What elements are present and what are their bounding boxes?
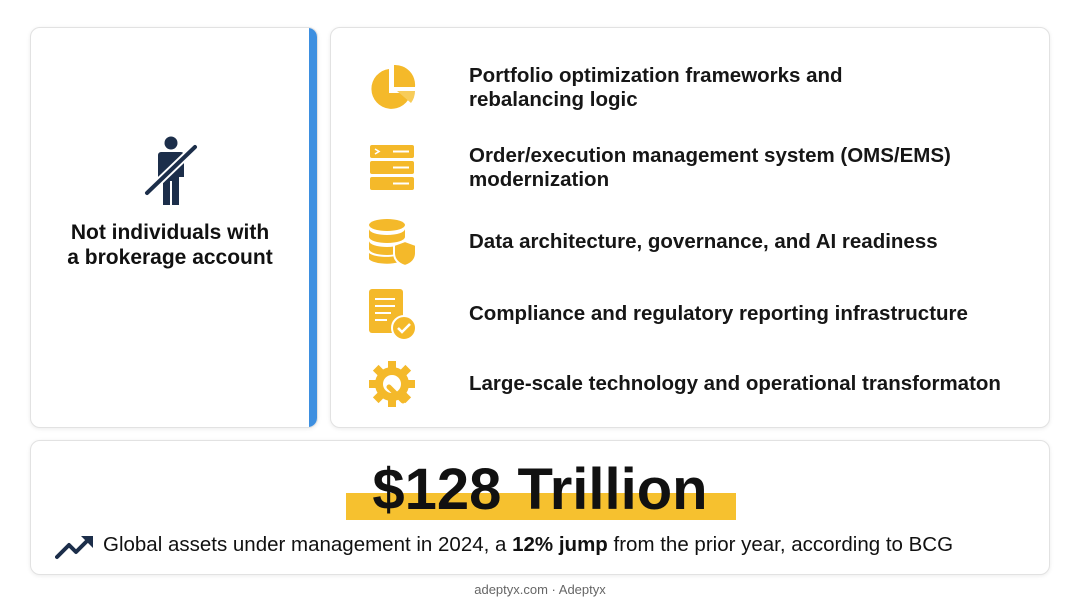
text-line: rebalancing logic [469, 88, 638, 111]
text-line: a brokerage account [67, 246, 273, 269]
capability-item: Portfolio optimization frameworks and re… [367, 60, 1037, 116]
text-line: Large-scale technology and operational t… [469, 372, 1001, 395]
capabilities-card: Portfolio optimization frameworks and re… [330, 27, 1050, 428]
capability-item: Order/execution management system (OMS/E… [367, 140, 1037, 196]
capability-item: Large-scale technology and operational t… [367, 356, 1037, 412]
compliance-icon [369, 289, 417, 341]
text-line: Not individuals with [70, 221, 270, 244]
text-line: Data architecture, governance, and AI re… [469, 230, 938, 253]
capability-item: Compliance and regulatory reporting infr… [367, 286, 1037, 342]
text-line: modernization [469, 168, 610, 191]
text-line: Order/execution management system (OMS/E… [469, 144, 951, 167]
database-icon [369, 219, 417, 267]
highlight [346, 493, 736, 520]
text-line: Compliance and regulatory reporting infr… [469, 302, 968, 325]
server-icon [370, 145, 414, 190]
stat-headline: $128 Trillion [372, 457, 708, 522]
text-line: Portfolio optimization frameworks and [469, 64, 843, 87]
capability-text: Portfolio optimization frameworks and re… [469, 64, 843, 112]
no-person-icon [144, 136, 198, 205]
gear-icon [369, 361, 415, 407]
capability-text: Data architecture, governance, and AI re… [469, 230, 938, 254]
caption-text: Global assets under management in 2024, … [103, 533, 513, 556]
capability-item: Data architecture, governance, and AI re… [367, 214, 1037, 270]
audience-card: Not individuals with a brokerage account [30, 27, 318, 428]
stat-card: $128 Trillion Global assets under manage… [30, 440, 1050, 575]
caption-text: from the prior year, according to BCG [607, 533, 954, 556]
pie-icon [371, 64, 416, 109]
accent-bar [309, 28, 317, 427]
footer: adeptyx.com · Adeptyx [474, 582, 606, 597]
trend-icon [55, 536, 93, 559]
capability-text: Large-scale technology and operational t… [469, 372, 1001, 396]
stat-caption: Global assets under management in 2024, … [103, 532, 953, 558]
caption-emphasis: 12% jump [512, 533, 608, 556]
capability-text: Compliance and regulatory reporting infr… [469, 302, 968, 326]
capability-text: Order/execution management system (OMS/E… [469, 144, 951, 192]
audience-text: Not individuals with a brokerage account [31, 220, 309, 270]
